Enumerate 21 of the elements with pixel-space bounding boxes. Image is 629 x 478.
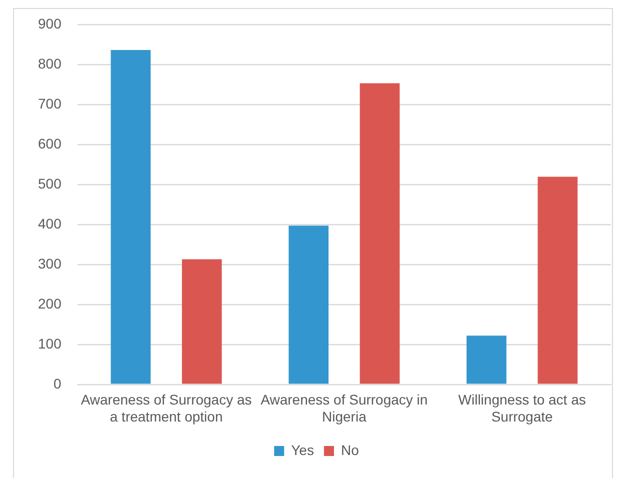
y-tick-label: 100 — [38, 335, 62, 352]
bar — [288, 226, 329, 384]
y-tick-label: 300 — [38, 255, 62, 272]
bar — [182, 259, 222, 384]
y-tick-label: 600 — [38, 135, 62, 152]
bar — [538, 176, 578, 384]
y-tick-label: 500 — [38, 175, 62, 192]
bar — [360, 83, 400, 384]
legend-label: Yes — [291, 442, 314, 458]
y-tick-label: 700 — [38, 95, 62, 112]
bar — [110, 50, 151, 384]
legend-label: No — [340, 442, 360, 458]
y-tick-label: 200 — [38, 295, 62, 312]
x-tick-label: Willingness to act as Surrogate — [458, 392, 586, 424]
y-tick-label: 800 — [38, 55, 62, 72]
x-tick-label: Awareness of Surrogacy as a treatment option — [80, 392, 252, 424]
x-tick-label: Awareness of Surrogacy in Nigeria — [260, 392, 428, 424]
bar — [466, 336, 506, 384]
y-tick-label: 0 — [54, 375, 62, 392]
y-tick-label: 400 — [38, 215, 62, 232]
y-tick-label: 900 — [38, 15, 62, 32]
